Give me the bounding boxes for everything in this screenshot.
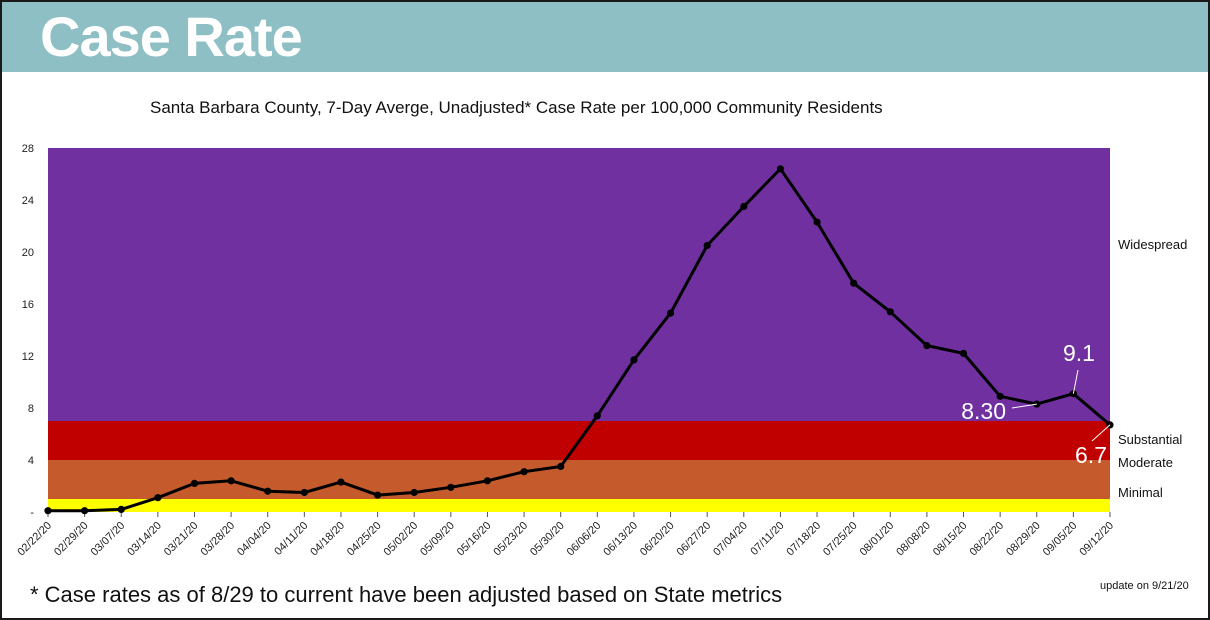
x-tick-label: 02/29/20 [52, 520, 91, 559]
footnote: * Case rates as of 8/29 to current have … [30, 582, 783, 607]
x-tick-label: 04/04/20 [235, 520, 274, 559]
y-tick-label: 28 [22, 143, 34, 155]
x-tick-label: 07/18/20 [784, 520, 823, 559]
y-tick-label: 12 [22, 351, 34, 363]
x-tick-label: 06/27/20 [675, 520, 714, 559]
data-point [81, 507, 89, 515]
x-tick-label: 04/25/20 [345, 520, 384, 559]
band-label-substantial: Substantial [1118, 432, 1182, 447]
data-label: 8.30 [961, 398, 1006, 424]
y-tick-label: 8 [28, 403, 34, 415]
data-point [300, 488, 308, 497]
x-tick-label: 02/22/20 [15, 520, 54, 559]
x-tick-label: 08/22/20 [967, 520, 1006, 559]
page-title: Case Rate [40, 5, 303, 68]
x-tick-label: 03/28/20 [198, 520, 237, 559]
x-tick-label: 08/15/20 [931, 520, 970, 559]
data-point [264, 487, 272, 495]
data-point [850, 279, 858, 287]
band-label-minimal: Minimal [1118, 485, 1163, 500]
x-tick-label: 04/18/20 [308, 520, 347, 559]
data-point [666, 309, 675, 317]
annotation-leader [1072, 369, 1079, 394]
x-tick-label: 05/02/20 [382, 520, 421, 559]
band-label-widespread: Widespread [1118, 237, 1187, 252]
data-point [447, 483, 455, 491]
x-tick-label: 08/29/20 [1004, 520, 1043, 559]
data-point [190, 479, 199, 487]
x-tick-label: 03/21/20 [162, 520, 201, 559]
data-point [227, 477, 235, 485]
y-tick-label: - [30, 507, 34, 519]
data-point [630, 356, 638, 364]
title-bar: Case Rate [2, 2, 1208, 72]
x-tick-label: 06/06/20 [565, 520, 604, 559]
x-tick-label: 08/08/20 [894, 520, 933, 559]
x-tick-label: 05/23/20 [491, 520, 530, 559]
data-point [740, 202, 748, 211]
x-tick-label: 07/04/20 [711, 520, 750, 559]
x-tick-label: 03/14/20 [125, 520, 164, 559]
band-minimal [48, 499, 1110, 512]
x-tick-label: 05/16/20 [455, 520, 494, 559]
band-moderate [48, 460, 1110, 499]
x-tick-label: 09/12/20 [1077, 520, 1116, 559]
y-tick-label: 20 [22, 247, 34, 259]
data-point [117, 505, 125, 513]
annotation-leader [1091, 424, 1111, 442]
data-point [776, 165, 785, 173]
series-line [48, 167, 1111, 513]
x-tick-label: 06/13/20 [601, 520, 640, 559]
data-point [154, 494, 162, 502]
data-point [593, 412, 601, 420]
x-tick-label: 08/01/20 [858, 520, 897, 559]
data-point [483, 477, 492, 485]
data-point [923, 342, 931, 350]
x-tick-label: 07/25/20 [821, 520, 860, 559]
update-note: update on 9/21/20 [1100, 580, 1189, 592]
band-label-moderate: Moderate [1118, 455, 1173, 470]
y-tick-label: 24 [22, 195, 34, 207]
data-point [703, 241, 711, 250]
x-tick-label: 07/11/20 [748, 520, 786, 558]
chart-title: Santa Barbara County, 7-Day Averge, Unad… [150, 98, 883, 117]
data-point [410, 488, 418, 497]
x-tick-label: 09/05/20 [1041, 520, 1080, 559]
data-point [959, 349, 968, 357]
x-tick-label: 05/30/20 [528, 520, 567, 559]
x-tick-label: 04/11/20 [272, 520, 310, 558]
data-point [44, 507, 52, 515]
x-tick-label: 05/09/20 [418, 520, 457, 559]
y-tick-label: 16 [22, 299, 34, 311]
data-label: 9.1 [1063, 340, 1095, 366]
x-tick-label: 03/07/20 [89, 520, 128, 559]
data-point [996, 392, 1004, 400]
data-point [557, 462, 565, 471]
data-point [373, 491, 382, 499]
data-label: 6.7 [1075, 442, 1107, 468]
band-widespread [48, 148, 1110, 421]
data-point [813, 218, 821, 226]
data-point [886, 308, 894, 316]
data-point [337, 478, 345, 486]
data-point [520, 468, 528, 476]
y-tick-label: 4 [28, 455, 34, 467]
x-tick-label: 06/20/20 [638, 520, 677, 559]
annotation-leader [1011, 403, 1037, 409]
